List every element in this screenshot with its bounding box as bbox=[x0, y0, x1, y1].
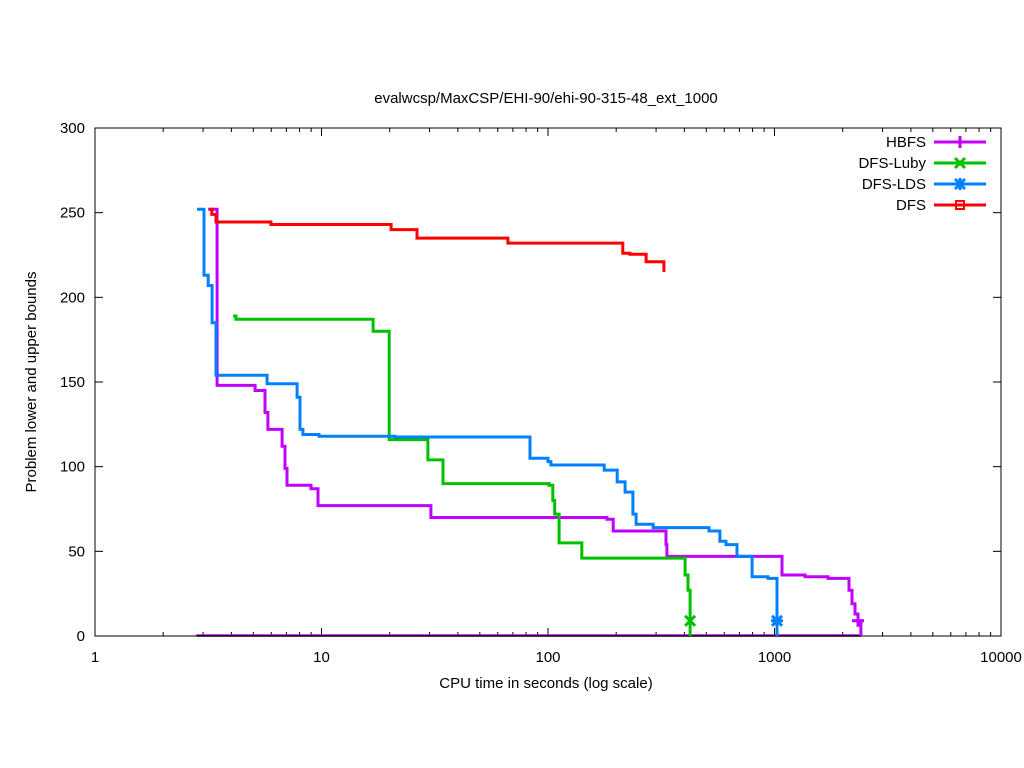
chart-title: evalwcsp/MaxCSP/EHI-90/ehi-90-315-48_ext… bbox=[374, 90, 718, 107]
y-tick-label: 50 bbox=[68, 543, 85, 560]
axis-ticks: 0 50 100 150 200 250 300 1 10 100 1000 10000 bbox=[60, 120, 1022, 666]
series-line-hbfs bbox=[208, 207, 863, 636]
cross-marker-icon bbox=[953, 156, 967, 170]
legend-marker-hbfs bbox=[954, 136, 966, 148]
plot-frame bbox=[94, 127, 1002, 637]
legend: HBFS DFS-Luby DFS-LDS DFS bbox=[858, 134, 986, 214]
y-tick-label: 300 bbox=[60, 120, 85, 137]
series-line-dfs-luby bbox=[233, 314, 692, 636]
series-marker-dfs-luby bbox=[684, 614, 697, 627]
box-marker-icon bbox=[955, 200, 965, 210]
x-tick-label: 1 bbox=[91, 649, 99, 666]
plus-marker-icon bbox=[852, 614, 865, 627]
star-marker-icon bbox=[770, 614, 784, 627]
legend-marker-dfs-luby bbox=[953, 156, 967, 170]
y-tick-label: 250 bbox=[60, 205, 85, 222]
legend-label-hbfs: HBFS bbox=[886, 134, 926, 151]
x-tick-label: 10 bbox=[313, 649, 330, 666]
x-tick-label: 10000 bbox=[980, 649, 1022, 666]
star-marker-icon bbox=[953, 177, 967, 191]
legend-marker-dfs-lds bbox=[953, 177, 967, 191]
legend-label-dfs-lds: DFS-LDS bbox=[862, 176, 926, 193]
x-tick-label: 1000 bbox=[758, 649, 791, 666]
y-tick-label: 0 bbox=[77, 628, 85, 645]
series-group bbox=[196, 207, 865, 637]
series-line-dfs-lds bbox=[197, 207, 779, 636]
plus-marker-icon bbox=[954, 136, 966, 148]
series-marker-hbfs bbox=[852, 614, 865, 627]
y-axis-label: Problem lower and upper bounds bbox=[23, 272, 40, 493]
series-marker-dfs-lds bbox=[770, 614, 784, 627]
legend-label-dfs-luby: DFS-Luby bbox=[858, 155, 926, 172]
y-tick-label: 100 bbox=[60, 459, 85, 476]
legend-label-dfs: DFS bbox=[896, 197, 926, 214]
x-axis-label: CPU time in seconds (log scale) bbox=[439, 675, 652, 692]
y-tick-label: 200 bbox=[60, 289, 85, 306]
x-tick-label: 100 bbox=[535, 649, 560, 666]
y-tick-label: 150 bbox=[60, 374, 85, 391]
series-line-dfs bbox=[209, 207, 666, 272]
legend-marker-dfs bbox=[955, 200, 965, 210]
cross-marker-icon bbox=[684, 614, 697, 627]
